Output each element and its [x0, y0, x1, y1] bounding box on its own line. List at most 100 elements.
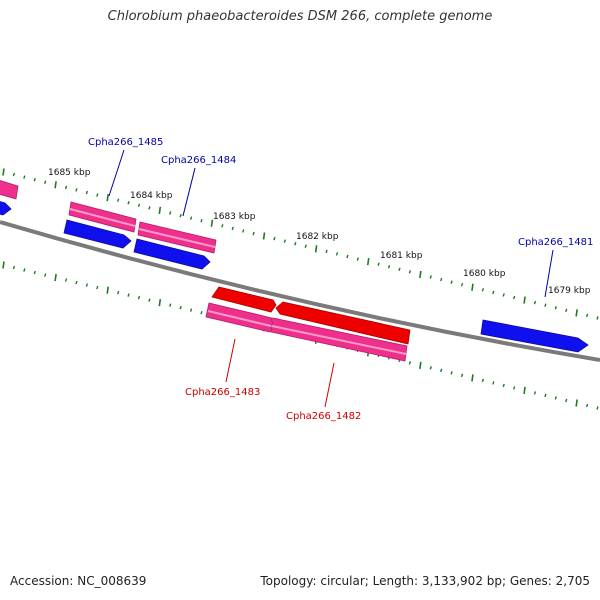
tick-mark	[2, 261, 5, 269]
tick-mark	[512, 295, 516, 300]
tick-mark	[179, 305, 182, 310]
accession-text: Accession: NC_008639	[10, 574, 147, 588]
tick-mark	[33, 177, 36, 182]
tick-mark	[512, 386, 516, 390]
tick-mark	[596, 406, 599, 410]
tick-mark	[585, 403, 589, 408]
tick-mark	[377, 262, 380, 266]
tick-mark	[12, 172, 16, 177]
tick-mark	[554, 396, 557, 400]
gene-highlight	[69, 208, 136, 227]
gene-label-cpha266-1481[interactable]: Cpha266_1481	[518, 237, 593, 248]
kbp-label-1683: 1683 kbp	[213, 212, 256, 222]
kbp-label-1685: 1685 kbp	[48, 168, 91, 178]
tick-mark	[356, 257, 359, 261]
tick-mark	[314, 245, 318, 253]
map-title: Chlorobium phaeobacteroides DSM 266, com…	[107, 9, 493, 24]
tick-mark	[44, 273, 47, 277]
gene-label-cpha266-1485[interactable]: Cpha266_1485	[88, 137, 163, 148]
tick-mark	[75, 188, 78, 192]
genome-backbone	[0, 220, 600, 362]
leader-line-cpha266-1481	[544, 249, 554, 298]
gene-arrow-red-2[interactable]	[275, 301, 411, 345]
tick-mark	[85, 283, 89, 287]
tick-mark	[419, 361, 422, 369]
tick-mark	[231, 226, 234, 231]
tick-mark	[502, 383, 505, 388]
leader-line-cpha266-1482	[324, 362, 335, 408]
tick-mark	[294, 241, 297, 246]
tick-mark	[575, 399, 578, 407]
tick-mark	[189, 308, 193, 312]
tick-mark	[523, 296, 526, 304]
tick-marks-upper	[2, 168, 599, 320]
tick-mark	[64, 185, 68, 190]
tick-mark	[273, 236, 276, 241]
tick-mark	[33, 270, 36, 275]
tick-mark	[44, 180, 47, 184]
tick-mark	[429, 275, 432, 279]
tick-mark	[565, 398, 568, 403]
tick-mark	[544, 393, 547, 398]
tick-mark	[554, 306, 557, 310]
tick-mark	[440, 368, 443, 373]
tick-mark	[200, 310, 203, 315]
gene-arrow-blue-2[interactable]	[133, 238, 211, 270]
tick-mark	[106, 194, 110, 202]
tick-mark	[179, 213, 182, 218]
tick-mark	[96, 193, 99, 197]
tick-mark	[335, 252, 339, 256]
tick-mark	[137, 203, 141, 208]
gene-arrow-red-1[interactable]	[211, 286, 277, 313]
gene-arrow-cpha266-1481[interactable]	[480, 319, 589, 353]
gene-highlight	[207, 310, 272, 327]
tick-mark	[148, 298, 151, 302]
tick-mark	[221, 224, 224, 228]
tick-mark	[533, 391, 537, 395]
tick-mark	[116, 198, 120, 202]
tick-mark	[137, 295, 141, 300]
tick-mark	[565, 308, 568, 313]
gene-label-cpha266-1484[interactable]: Cpha266_1484	[161, 155, 236, 166]
gene-arrow-blue-1[interactable]	[63, 219, 132, 249]
tick-mark	[54, 181, 57, 189]
tick-mark	[440, 277, 443, 282]
tick-mark	[408, 270, 412, 274]
tick-mark	[262, 232, 266, 240]
tick-mark	[471, 374, 474, 382]
kbp-label-1682: 1682 kbp	[296, 232, 339, 242]
gene-label-cpha266-1483[interactable]: Cpha266_1483	[185, 387, 260, 398]
tick-mark	[116, 290, 120, 295]
tick-mark	[283, 239, 287, 243]
tick-mark	[523, 386, 526, 395]
tick-mark	[158, 299, 162, 307]
tick-mark	[533, 300, 537, 305]
tick-mark	[366, 258, 370, 266]
tick-mark	[575, 309, 578, 317]
gene-arrow-edge-pink[interactable]	[0, 179, 19, 200]
gene-label-cpha266-1482[interactable]: Cpha266_1482	[286, 411, 361, 422]
tick-mark	[85, 190, 89, 195]
tick-mark	[325, 249, 328, 254]
gene-highlight	[138, 228, 216, 248]
tick-mark	[169, 303, 172, 307]
tick-mark	[387, 265, 391, 269]
tick-mark	[408, 361, 412, 365]
tick-mark	[158, 206, 162, 215]
tick-mark	[481, 378, 485, 383]
tick-mark	[169, 211, 172, 215]
tick-mark	[450, 280, 453, 284]
tick-mark	[450, 371, 453, 375]
tick-mark	[544, 303, 547, 307]
gene-highlight	[271, 325, 407, 355]
tick-mark	[2, 168, 5, 176]
tick-mark	[54, 273, 57, 282]
tick-mark	[492, 381, 495, 385]
gene-arrow-edge-blue[interactable]	[0, 200, 12, 216]
leader-line-cpha266-1485	[108, 149, 125, 197]
tick-mark	[492, 290, 495, 295]
tick-mark	[419, 270, 422, 279]
tick-mark	[127, 201, 130, 205]
